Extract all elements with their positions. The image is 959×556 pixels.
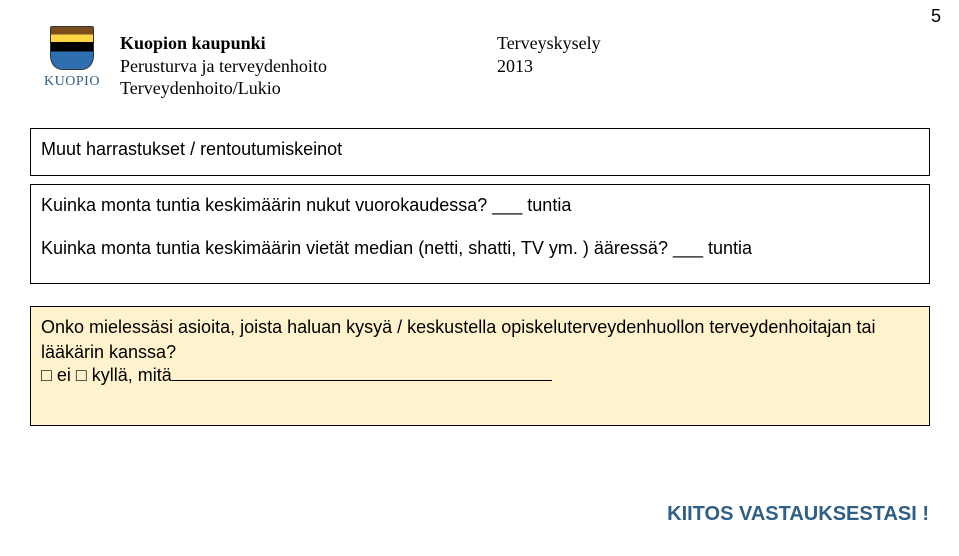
question-box-hours: Kuinka monta tuntia keskimäärin nukut vu… [30,184,930,284]
org-line3: Terveydenhoito/Lukio [120,77,327,100]
thanks-text: KIITOS VASTAUKSESTASI ! [667,503,929,526]
survey-title: Terveyskysely [497,32,601,55]
document-header: KUOPIO Kuopion kaupunki Perusturva ja te… [40,26,920,106]
logo-text: KUOPIO [44,74,100,90]
hours-media-line: Kuinka monta tuntia keskimäärin vietät m… [41,238,919,259]
org-line1: Kuopion kaupunki [120,32,327,55]
kuopio-logo: KUOPIO [40,26,104,106]
concerns-options: □ ei □ kyllä, mitä [41,365,919,386]
org-line2: Perusturva ja terveydenhoito [120,55,327,78]
organization-block: Kuopion kaupunki Perusturva ja terveyden… [120,32,327,100]
fill-in-blank [172,380,552,381]
concerns-options-prefix: □ ei □ kyllä, mitä [41,365,172,385]
hobbies-text: Muut harrastukset / rentoutumiskeinot [41,139,342,159]
kuopio-crest-icon [50,26,94,70]
question-box-concerns: Onko mielessäsi asioita, joista haluan k… [30,306,930,426]
concerns-line1: Onko mielessäsi asioita, joista haluan k… [41,317,919,338]
hours-sleep-line: Kuinka monta tuntia keskimäärin nukut vu… [41,195,919,216]
concerns-line2: lääkärin kanssa? [41,342,919,363]
question-box-hobbies: Muut harrastukset / rentoutumiskeinot [30,128,930,176]
survey-year: 2013 [497,55,601,78]
page-number: 5 [931,6,941,27]
survey-block: Terveyskysely 2013 [497,32,601,77]
